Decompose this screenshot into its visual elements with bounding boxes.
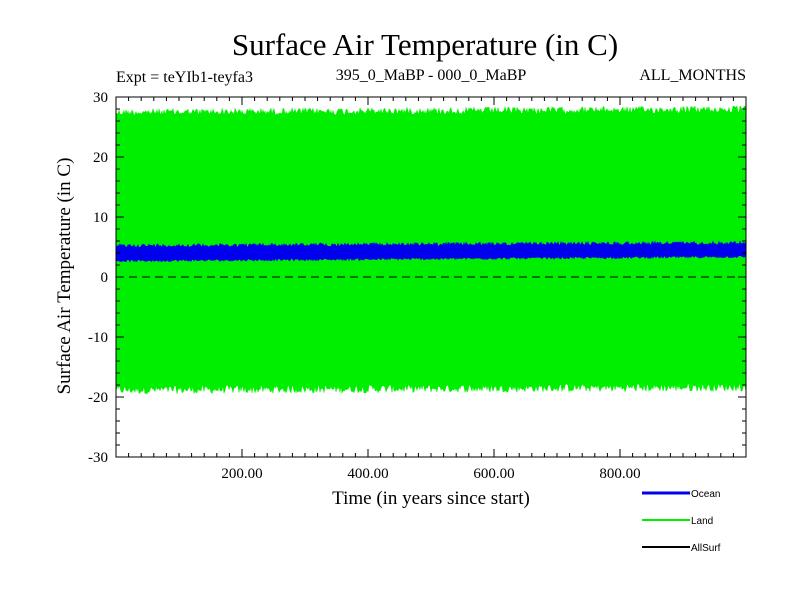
y-axis-label: Surface Air Temperature (in C) — [54, 158, 75, 395]
y-axis: -30 -20 -10 0 10 20 30 — [88, 90, 746, 466]
x-tick-label: 800.00 — [599, 466, 640, 482]
x-axis-label: Time (in years since start) — [332, 488, 530, 509]
y-tick-label: 30 — [93, 90, 108, 106]
y-tick-label: 0 — [101, 270, 109, 286]
chart-title: Surface Air Temperature (in C) — [232, 27, 618, 62]
x-tick-label: 600.00 — [473, 466, 514, 482]
legend-label-ocean: Ocean — [691, 489, 720, 500]
chart-subtitle-right: ALL_MONTHS — [639, 67, 746, 84]
legend: Ocean Land AllSurf — [642, 489, 721, 554]
chart-subtitle-left: Expt = teYIb1-teyfa3 — [116, 69, 253, 86]
x-tick-label: 400.00 — [347, 466, 388, 482]
y-tick-label: -20 — [88, 390, 108, 406]
legend-label-land: Land — [691, 516, 713, 527]
chart-subtitle-center: 395_0_MaBP - 000_0_MaBP — [336, 67, 527, 84]
plot-area — [115, 96, 747, 458]
y-tick-label: 20 — [93, 150, 108, 166]
y-tick-label: -10 — [88, 330, 108, 346]
legend-label-allsurf: AllSurf — [691, 543, 721, 554]
y-tick-label: -30 — [88, 450, 108, 466]
x-axis: 200.00 400.00 600.00 800.00 — [115, 97, 747, 482]
y-tick-label: 10 — [93, 210, 108, 226]
x-tick-label: 200.00 — [221, 466, 262, 482]
